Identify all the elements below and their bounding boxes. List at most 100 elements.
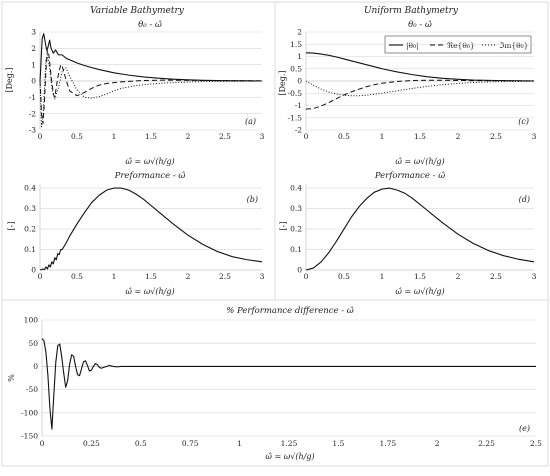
panel-d-ytick-4: 0.4 bbox=[290, 184, 302, 193]
panel-b-ytick-1: 0.1 bbox=[24, 245, 36, 254]
panel-e-ytick-0: -150 bbox=[21, 432, 38, 441]
panel-e-xtick-1: 0.25 bbox=[83, 439, 100, 448]
panel-e-xtick-5: 1.25 bbox=[281, 439, 298, 448]
panel-c: θ₀ - ω̂ [Deg.] (c) |θ₀| ℜe{θ₀} ℑm{θ₀} -2… bbox=[278, 19, 537, 141]
panel-e-ytick-3: 0 bbox=[33, 362, 38, 371]
header-left: Variable Bathymetry bbox=[90, 6, 185, 16]
panel-c-xtick-0: 0 bbox=[304, 132, 309, 141]
panel-c-xtick-6: 3 bbox=[532, 132, 537, 141]
panel-d-ylabel: [-] bbox=[279, 222, 288, 231]
panel-e-xtick-9: 2.25 bbox=[478, 439, 495, 448]
panel-b-xtick-4: 2 bbox=[186, 272, 191, 281]
panel-c-xlabel: ω̂ = ω√(h/g) bbox=[395, 157, 444, 166]
panel-c-ylabel: [Deg.] bbox=[278, 70, 287, 95]
panel-d-title: Performance - ω̂ bbox=[374, 170, 445, 181]
panel-d-ytick-1: 0.1 bbox=[290, 245, 302, 254]
panel-e-ytick-2: -50 bbox=[26, 385, 38, 394]
panel-c-ytick-3: -0.5 bbox=[288, 89, 303, 98]
panel-a-ytick-2: -1 bbox=[29, 93, 36, 102]
panel-c-ytick-1: -1.5 bbox=[288, 113, 303, 122]
panel-e-xtick-0: 0 bbox=[40, 439, 45, 448]
panel-a-ytick-5: 2 bbox=[31, 44, 36, 53]
panel-d-xtick-2: 1 bbox=[380, 272, 385, 281]
panel-a-ytick-0: -3 bbox=[29, 126, 37, 135]
panel-e-xtick-4: 1 bbox=[237, 439, 242, 448]
panel-e-label: (e) bbox=[519, 424, 530, 433]
panel-c-xtick-2: 1 bbox=[380, 132, 385, 141]
panel-c-xtick-5: 2.5 bbox=[490, 132, 502, 141]
panel-b-series-solid bbox=[39, 187, 263, 271]
panel-a-ytick-4: 1 bbox=[31, 60, 36, 69]
panel-c-ytick-8: 2 bbox=[297, 28, 302, 37]
panel-e-xtick-6: 1.5 bbox=[332, 439, 344, 448]
panel-a-label: (a) bbox=[245, 117, 256, 126]
panel-c-xtick-3: 1.5 bbox=[414, 132, 426, 141]
panel-d-xtick-6: 3 bbox=[532, 272, 537, 281]
panel-b-ylabel: [-] bbox=[7, 222, 16, 231]
panel-b-label: (b) bbox=[247, 195, 258, 204]
panel-d-xtick-5: 2.5 bbox=[490, 272, 502, 281]
panel-c-ytick-6: 1 bbox=[297, 52, 302, 61]
panel-a-ytick-3: 0 bbox=[31, 77, 36, 86]
panel-a-xlabel: ω̂ = ω√(h/g) bbox=[125, 157, 174, 166]
panel-b-ytick-2: 0.2 bbox=[24, 225, 36, 234]
panel-e-series-solid bbox=[41, 338, 536, 430]
panel-c-ytick-4: 0 bbox=[297, 77, 302, 86]
panel-d-xtick-4: 2 bbox=[456, 272, 461, 281]
panel-c-xtick-4: 2 bbox=[456, 132, 461, 141]
panel-c-label: (c) bbox=[518, 117, 529, 126]
header-right: Uniform Bathymetry bbox=[364, 6, 459, 16]
panel-a-ytick-6: 3 bbox=[31, 28, 36, 37]
panel-e-xtick-10: 2.5 bbox=[530, 439, 542, 448]
panel-b: Preformance - ω̂ [-] (b) 0 0.1 0.2 0.3 0.4 0 0… bbox=[7, 170, 265, 281]
panel-e-xtick-8: 2 bbox=[435, 439, 440, 448]
panel-a-ylabel: [Deg.] bbox=[5, 67, 14, 92]
panel-d-xtick-3: 1.5 bbox=[414, 272, 426, 281]
panel-b-ytick-0: 0 bbox=[31, 266, 36, 275]
panel-e-ytick-4: 50 bbox=[28, 339, 38, 348]
panel-c-ytick-5: 0.5 bbox=[290, 64, 302, 73]
panel-a-xtick-4: 2 bbox=[186, 132, 191, 141]
panel-a-series-solid bbox=[39, 33, 263, 82]
panel-a-xtick-2: 1 bbox=[112, 132, 117, 141]
panel-b-ytick-4: 0.4 bbox=[24, 184, 36, 193]
panel-e-ytick-5: 100 bbox=[24, 316, 39, 325]
panel-b-title: Preformance - ω̂ bbox=[114, 170, 186, 181]
panel-c-ytick-0: -2 bbox=[295, 126, 303, 135]
panel-d: Performance - ω̂ [-] (d) 0 0.1 0.2 0.3 0.4 0 0… bbox=[279, 170, 537, 281]
legend-entry-3: ℑm{θ₀} bbox=[499, 41, 528, 50]
panel-d-xtick-1: 0.5 bbox=[338, 272, 350, 281]
panel-d-ytick-2: 0.2 bbox=[290, 225, 302, 234]
panel-c-series-solid bbox=[305, 52, 535, 82]
panel-a-xtick-6: 3 bbox=[260, 132, 265, 141]
panel-d-ytick-3: 0.3 bbox=[290, 204, 302, 213]
panel-d-label: (d) bbox=[519, 195, 530, 204]
panel-b-xtick-3: 1.5 bbox=[145, 272, 157, 281]
panel-b-xtick-0: 0 bbox=[38, 272, 43, 281]
panel-d-xtick-0: 0 bbox=[304, 272, 309, 281]
panel-c-title: θ₀ - ω̂ bbox=[408, 19, 432, 30]
panel-a-xtick-1: 0.5 bbox=[71, 132, 83, 141]
panel-c-series-dashed bbox=[305, 79, 535, 110]
panel-b-xtick-2: 1 bbox=[112, 272, 117, 281]
panel-b-xtick-5: 2.5 bbox=[219, 272, 231, 281]
panel-b-xtick-6: 3 bbox=[260, 272, 265, 281]
panel-a-title: θ₀ - ω̂ bbox=[138, 19, 162, 30]
panel-d-xlabel: ω̂ = ω√(h/g) bbox=[395, 287, 444, 296]
panel-a: θ₀ - ω̂ [Deg.] (a) -3 -2 -1 0 1 2 3 0 0.5 1 1.5 2 2.… bbox=[5, 19, 265, 141]
panel-c-xtick-1: 0.5 bbox=[338, 132, 350, 141]
panel-a-xtick-5: 2.5 bbox=[219, 132, 231, 141]
panel-e-xtick-3: 0.75 bbox=[182, 439, 199, 448]
panel-b-xlabel: ω̂ = ω√(h/g) bbox=[125, 287, 174, 296]
panel-a-ytick-1: -2 bbox=[29, 109, 37, 118]
legend-entry-1: |θ₀| bbox=[406, 41, 419, 50]
panel-b-ytick-3: 0.3 bbox=[24, 204, 36, 213]
panel-e-ytick-1: -100 bbox=[21, 408, 38, 417]
panel-a-xtick-0: 0 bbox=[38, 132, 43, 141]
panel-e-xlabel: ω̂ = ω√(h/g) bbox=[265, 452, 314, 461]
panel-d-ytick-0: 0 bbox=[297, 266, 302, 275]
panel-b-xtick-1: 0.5 bbox=[71, 272, 83, 281]
panel-e: % Performance difference - ω̂ % (e) -150… bbox=[7, 305, 542, 448]
panel-a-series-dashed bbox=[39, 49, 263, 124]
